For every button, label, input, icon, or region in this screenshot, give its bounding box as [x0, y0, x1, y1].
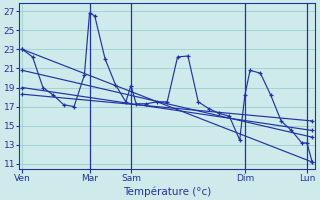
- X-axis label: Température (°c): Température (°c): [123, 186, 211, 197]
